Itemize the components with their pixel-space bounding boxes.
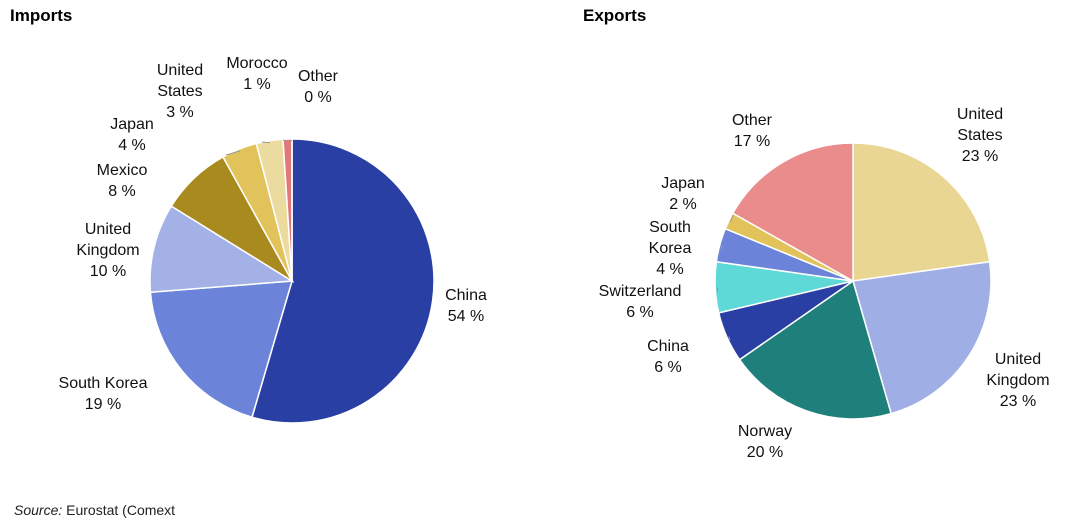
pie-slice: [852, 260, 992, 415]
slice-label: United Kingdom 10 %: [68, 219, 148, 282]
category-label: United States: [156, 62, 204, 100]
category-label: Switzerland: [598, 283, 682, 300]
slice-label: United Kingdom 23 %: [963, 349, 1073, 412]
slice-label: Japan 4 %: [67, 114, 197, 156]
value-label: 8 %: [108, 183, 136, 200]
value-label: 3 %: [166, 104, 194, 121]
slice-label: China 54 %: [401, 285, 531, 327]
category-label: Japan: [110, 116, 154, 133]
category-label: Mexico: [96, 162, 148, 179]
source-note: Source: Eurostat (Comext: [14, 502, 175, 518]
pie-slice: [149, 280, 294, 419]
category-label: South Korea: [58, 375, 148, 392]
value-label: 4 %: [118, 137, 146, 154]
source-label: Source:: [14, 502, 63, 518]
category-label: Norway: [737, 423, 793, 440]
value-label: 0 %: [304, 89, 332, 106]
value-label: 10 %: [89, 263, 127, 280]
slice-label: Mexico 8 %: [57, 160, 187, 202]
category-label: Other: [731, 112, 772, 129]
chart-title: Imports: [10, 6, 73, 25]
leader-line: [225, 150, 241, 156]
slice-label: China 6 %: [603, 336, 733, 378]
leader-line: [261, 141, 270, 144]
slice-label: United States 3 %: [140, 60, 220, 123]
leader-line: [716, 287, 719, 293]
category-label: Other: [297, 68, 338, 85]
slice-label: Japan 2 %: [618, 173, 748, 215]
pie-slice: [852, 142, 991, 282]
value-label: 19 %: [84, 396, 122, 413]
slice-label: United States 23 %: [940, 104, 1020, 167]
category-label: China: [647, 338, 689, 355]
value-label: 20 %: [746, 444, 784, 461]
category-label: South Korea: [648, 219, 692, 257]
value-label: 17 %: [733, 133, 771, 150]
slice-label: Morocco 1 %: [192, 53, 322, 95]
value-label: 54 %: [447, 308, 485, 325]
slice-label: South Korea 4 %: [635, 217, 705, 280]
pie-slice: [731, 142, 854, 283]
slice-label: South Korea 19 %: [38, 373, 168, 415]
leader-line: [282, 139, 288, 142]
pie-slice: [149, 205, 295, 294]
leader-line: [730, 214, 734, 222]
category-label: Japan: [661, 175, 705, 192]
value-label: 2 %: [669, 196, 697, 213]
category-label: United States: [956, 106, 1004, 144]
slice-label: Other 0 %: [253, 66, 383, 108]
value-label: 6 %: [654, 359, 682, 376]
category-label: United Kingdom: [76, 221, 140, 259]
slice-label: Switzerland 6 %: [575, 281, 705, 323]
category-label: China: [445, 287, 487, 304]
pie-slice: [251, 138, 435, 424]
value-label: 4 %: [656, 261, 684, 278]
value-label: 6 %: [626, 304, 654, 321]
leader-line: [288, 139, 293, 142]
slice-label: Other 17 %: [687, 110, 817, 152]
leader-line: [728, 336, 731, 341]
source: Eurostat (Comext: [66, 502, 176, 518]
pie-slice: [738, 279, 893, 420]
slice-label: Norway 20 %: [700, 421, 830, 463]
category-label: Morocco: [226, 55, 288, 72]
chart-title: Exports: [583, 6, 647, 25]
value-label: 23 %: [999, 393, 1037, 410]
value-label: 23 %: [961, 148, 999, 165]
value-label: 1 %: [243, 76, 271, 93]
category-label: United Kingdom: [986, 351, 1050, 389]
